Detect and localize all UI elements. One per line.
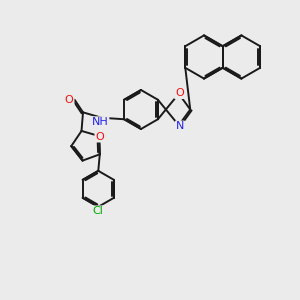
Text: O: O xyxy=(175,88,184,98)
Text: Cl: Cl xyxy=(93,206,104,216)
Text: NH: NH xyxy=(92,117,109,127)
Text: N: N xyxy=(176,122,184,131)
Text: O: O xyxy=(65,95,74,105)
Text: O: O xyxy=(95,132,104,142)
